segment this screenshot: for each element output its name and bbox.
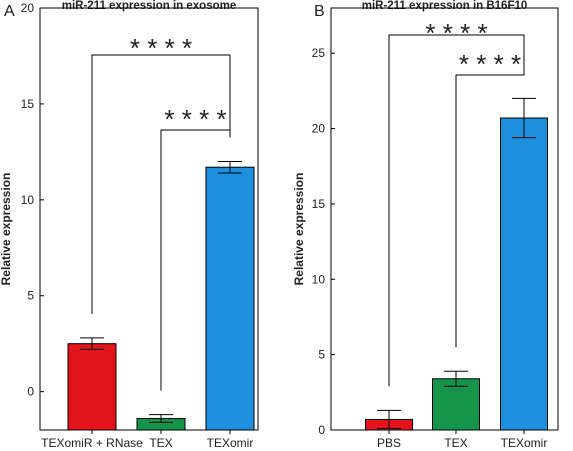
y-tick-label: 0 [27, 385, 34, 399]
bar [67, 343, 117, 431]
significance-bracket [455, 74, 525, 348]
chart-title: miR-211 expression in B16F10 [362, 0, 528, 12]
significance-stars: * * * * [164, 104, 226, 134]
y-axis-label: Relative expression [292, 173, 306, 286]
y-axis-label: Relative expression [0, 173, 13, 286]
x-tick-label: PBS [377, 436, 401, 450]
y-tick-label: 5 [318, 348, 325, 362]
y-tick-label: 20 [312, 122, 326, 136]
y-tick-label: 10 [21, 193, 35, 207]
significance-stars: * * * * [425, 18, 487, 48]
x-tick-label: TEXomir [501, 436, 548, 450]
y-tick-label: 15 [21, 97, 35, 111]
x-tick-label: TEX [149, 436, 172, 450]
bar [205, 166, 255, 431]
y-tick-label: 15 [312, 197, 326, 211]
panel-letter: A [4, 3, 15, 20]
x-tick-label: TEXomiR + RNase [41, 436, 143, 450]
panel-letter: B [314, 3, 325, 20]
y-tick-label: 5 [27, 289, 34, 303]
y-tick-label: 20 [21, 1, 35, 15]
x-tick-label: TEXomir [207, 436, 254, 450]
chart-title: miR-211 expression in exosome [62, 0, 237, 12]
significance-bracket [91, 54, 231, 314]
significance-stars: * * * * [459, 49, 521, 79]
y-tick-label: 0 [318, 423, 325, 437]
significance-bracket [160, 129, 231, 391]
y-tick-label: 25 [312, 46, 326, 60]
y-tick-label: 10 [312, 272, 326, 286]
bar [500, 117, 548, 431]
significance-bracket [388, 34, 525, 387]
significance-stars: * * * * [130, 33, 192, 63]
x-tick-label: TEX [444, 436, 467, 450]
